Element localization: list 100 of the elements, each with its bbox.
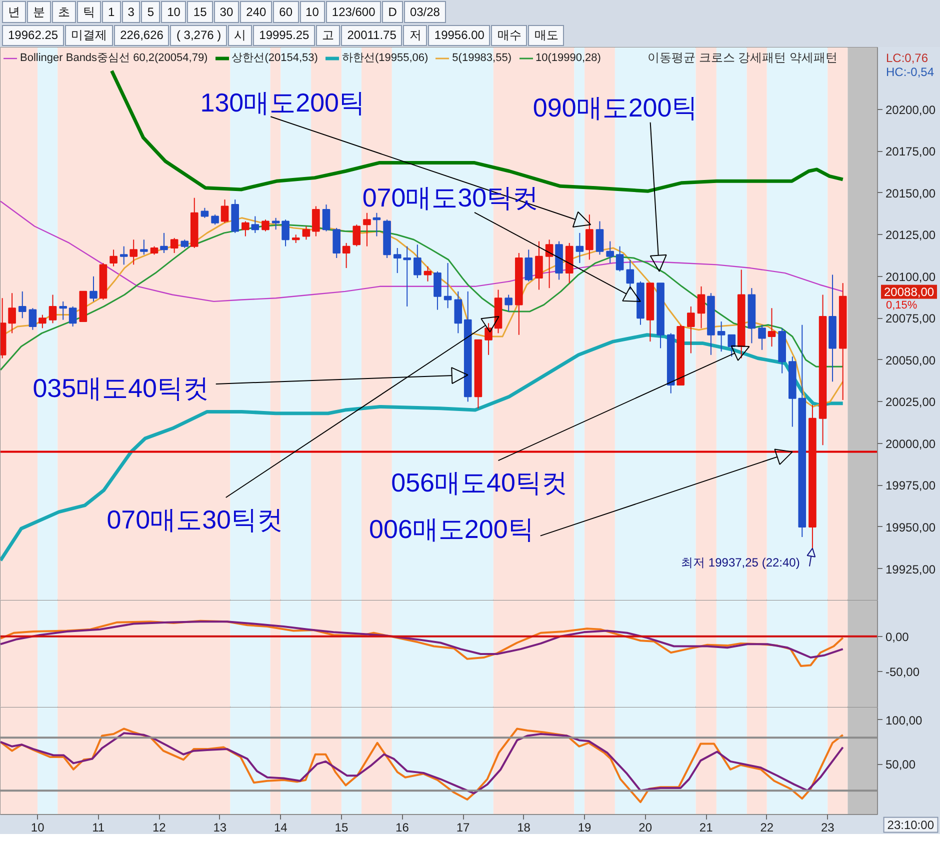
x-tick-label: 14 [274,820,288,834]
annotation: 006매도200틱 [369,514,534,544]
candlestick [697,286,706,329]
text: 23:10:00 [883,816,938,834]
text: 초 [52,1,76,23]
candlestick [403,246,411,307]
candlestick [372,212,381,237]
candlestick [48,294,57,324]
candlestick [444,262,452,309]
y-tick-label: 20200,00 [886,102,936,117]
candlestick [120,246,128,266]
candlestick [717,320,726,352]
candlestick [322,204,330,232]
legend-label: 상한선(20154,53) [232,51,318,65]
text: 0,15% [885,299,918,313]
candlestick [160,232,168,254]
candlestick [68,306,77,328]
line-series [0,732,844,794]
candlestick [424,266,432,282]
candlestick [545,239,554,289]
x-tick-label: 16 [396,820,410,834]
x-tick-label: 21 [699,820,714,834]
y-tick-label: 20125,00 [886,228,936,242]
candlestick [8,292,16,334]
candlestick [484,322,492,356]
text: 고 [316,25,340,46]
candlestick [251,216,260,234]
candlestick [130,239,138,266]
text: 19995.25 [253,25,316,46]
candlestick [393,247,402,274]
annotation: 056매도40틱컷 [391,468,568,498]
candlestick [342,242,350,269]
candlestick [59,300,68,320]
candlestick [524,249,533,282]
text: 123/600 [326,1,382,23]
candlestick [170,237,178,254]
candlestick [728,334,736,358]
text: D [382,1,403,23]
y-tick-label: 19925,00 [886,562,936,576]
x-tick-label: 15 [334,820,348,834]
y-tick-label: 20150,00 [886,186,936,200]
candlestick [606,240,614,264]
x-tick-label: 19 [578,820,592,834]
x-tick-label: 23 [820,820,835,834]
text: 저 [403,25,428,46]
candlestick [758,324,766,350]
legend-label: 5(19983,55) [452,52,512,64]
line-series [0,620,844,667]
candlestick [28,308,37,330]
candlestick [586,214,594,260]
candlestick [454,290,462,334]
text: 매도 [528,25,564,46]
candlestick [363,212,371,247]
annotation: 이동평균 크로스 강세패턴 약세패턴 [648,50,838,64]
x-tick-label: 10 [30,820,45,834]
annotation: 035매도40틱컷 [32,372,210,403]
candlestick [626,259,634,290]
candlestick [414,244,422,279]
candlestick [90,276,98,302]
candlestick [38,314,46,329]
candlestick [352,224,361,247]
text: 10 [300,1,325,23]
candlestick [302,226,310,240]
candlestick [332,227,340,259]
x-tick-label: 11 [92,820,105,834]
candlestick [110,249,118,267]
y-tick-label: -50,00 [886,665,920,680]
candlestick [242,220,250,237]
text: 틱 [77,1,101,23]
text: 30 [214,1,240,23]
legend-label: 하한선(19955,06) [342,51,428,65]
y-tick-label: 100,00 [886,713,923,728]
x-tick-label: 13 [213,820,227,834]
candlestick [262,219,270,232]
text: 5 [141,1,160,23]
candlestick [312,206,320,237]
text: 226,626 [114,25,170,46]
candlestick [576,232,584,264]
x-tick-label: 17 [456,820,470,834]
candlestick [220,199,229,224]
x-tick-label: 20 [638,820,652,834]
candlestick [596,220,604,256]
candlestick [535,240,543,290]
x-tick-label: 12 [152,820,166,834]
candlestick [768,308,776,348]
text: 미결제 [65,25,114,46]
y-tick-label: 50,00 [886,758,916,772]
y-tick-label: 20100,00 [886,270,936,284]
candlestick [504,294,512,312]
text: 1 [102,1,121,23]
y-tick-label: 20050,00 [886,353,936,368]
candlestick [687,306,695,354]
y-tick-label: 20025,00 [886,395,936,410]
candlestick [434,270,442,310]
text: 20011.75 [341,25,402,46]
text: 10 [161,1,186,23]
annotation: 090매도200틱 [532,92,698,122]
text: 년 [2,1,26,23]
annotation: 최저 19937,25 (22:40) [681,555,800,570]
text: 시 [228,25,252,46]
